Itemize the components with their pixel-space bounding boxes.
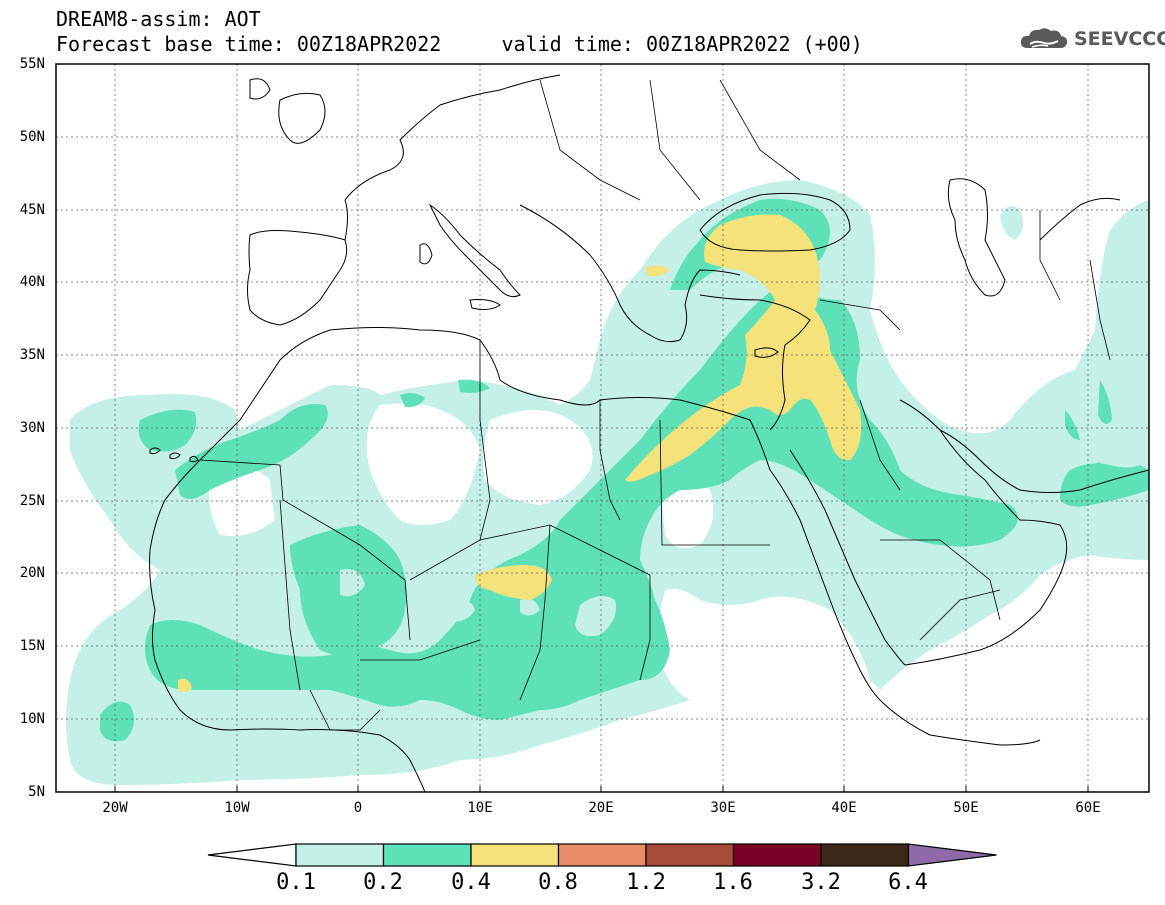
lon-label: 10E	[467, 800, 493, 816]
cloud-icon	[1020, 28, 1068, 48]
colorbar-label: 0.8	[538, 870, 578, 895]
lon-label: 50E	[953, 800, 979, 816]
lon-label: 20E	[588, 800, 614, 816]
lat-label: 10N	[19, 711, 45, 727]
lat-label: 25N	[19, 493, 45, 509]
borders	[199, 79, 1111, 731]
lon-label: 0	[353, 800, 363, 816]
lat-label: 55N	[19, 56, 45, 72]
lon-label: 10W	[224, 800, 250, 816]
aot-holes-medium	[340, 569, 616, 637]
lat-label: 30N	[19, 420, 45, 436]
colorbar-label: 1.2	[626, 870, 666, 895]
lat-label: 15N	[19, 638, 45, 654]
coastlines	[149, 74, 1149, 792]
aot-holes	[208, 403, 714, 549]
lat-label: 20N	[19, 565, 45, 581]
map-frame	[55, 63, 1150, 793]
logo-text: SEEVCCC	[1074, 28, 1165, 50]
colorbar-label: 6.4	[888, 870, 928, 895]
axis-ticks	[114, 786, 1089, 792]
graticule	[56, 64, 1149, 792]
aot-band-0.4	[178, 214, 862, 693]
lon-label: 40E	[831, 800, 857, 816]
chart-subtitle: Forecast base time: 00Z18APR2022 valid t…	[56, 32, 863, 56]
lon-label: 20W	[102, 800, 128, 816]
colorbar-label: 0.1	[276, 870, 316, 895]
colorbar-label: 3.2	[801, 870, 841, 895]
colorbar-label: 0.4	[451, 870, 491, 895]
lon-label: 60E	[1075, 800, 1101, 816]
logo: SEEVCCC	[1018, 24, 1165, 54]
lon-label: 30E	[710, 800, 736, 816]
chart-title: DREAM8-assim: AOT	[56, 7, 261, 31]
lat-label: 5N	[28, 784, 45, 800]
lat-label: 45N	[19, 202, 45, 218]
lat-label: 35N	[19, 347, 45, 363]
colorbar-label: 1.6	[713, 870, 753, 895]
lat-label: 40N	[19, 274, 45, 290]
lat-label: 50N	[19, 129, 45, 145]
colorbar-label: 0.2	[363, 870, 403, 895]
